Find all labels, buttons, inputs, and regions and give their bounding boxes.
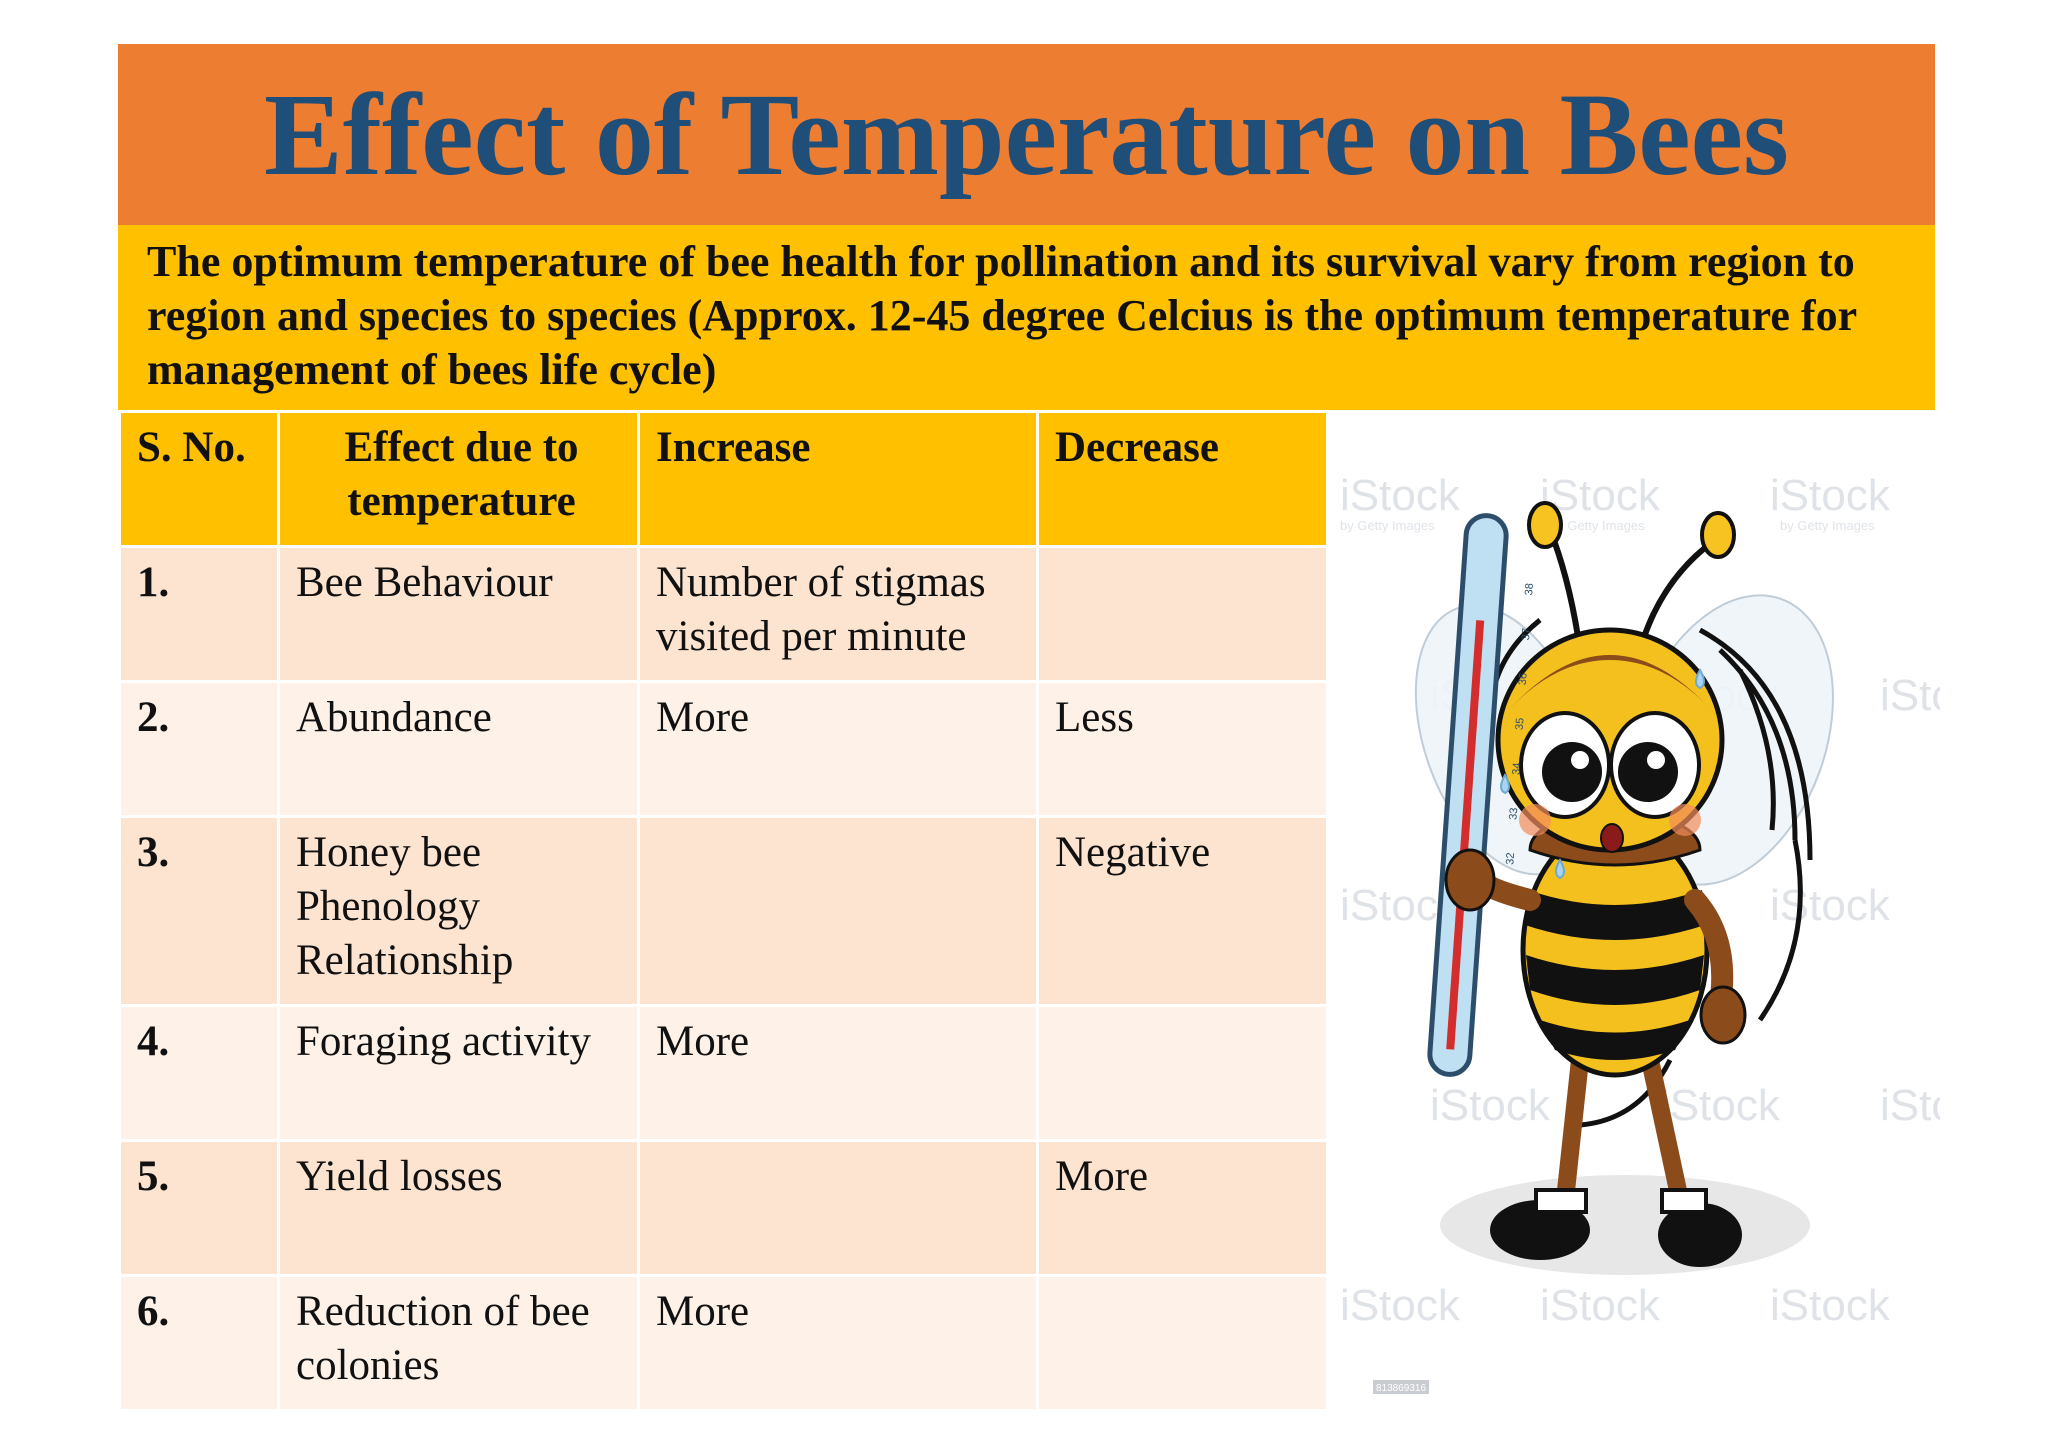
watermark-subtext: by Getty Images: [1780, 518, 1875, 533]
effects-table: S. No. Effect due to temperature Increas…: [118, 410, 1329, 1412]
cell-sno: 3.: [118, 815, 280, 1007]
watermark-text: iStock: [1430, 1081, 1551, 1130]
cell-effect: Honey bee Phenology Relationship: [277, 815, 640, 1007]
thermometer-tick: 36: [1517, 673, 1530, 686]
cell-effect: Yield losses: [277, 1139, 640, 1277]
cell-increase: More: [637, 680, 1039, 818]
cell-sno: 4.: [118, 1004, 280, 1142]
intro-text: The optimum temperature of bee health fo…: [147, 237, 1857, 394]
cell-decrease: Negative: [1036, 815, 1329, 1007]
stock-id: 813869316: [1376, 1383, 1426, 1394]
bee-head: [1495, 627, 1725, 853]
watermark-text: iStock: [1540, 1281, 1661, 1330]
page-title: Effect of Temperature on Bees: [264, 68, 1789, 200]
table-row: 1. Bee Behaviour Number of stigmas visit…: [118, 545, 1329, 683]
cell-increase: [637, 1139, 1039, 1277]
table-row: 4. Foraging activity More: [118, 1004, 1329, 1142]
header-decrease: Decrease: [1036, 410, 1329, 548]
cell-decrease: Less: [1036, 680, 1329, 818]
thermometer-tick: 37: [1520, 628, 1533, 641]
cell-decrease: [1036, 1274, 1329, 1412]
cell-sno: 1.: [118, 545, 280, 683]
header-increase: Increase: [637, 410, 1039, 548]
table-row: 6. Reduction of bee colonies More: [118, 1274, 1329, 1412]
watermark-text: iStock: [1340, 471, 1461, 520]
cell-increase: More: [637, 1274, 1039, 1412]
thermometer-icon: 32 33 34 35 36 37 38: [1427, 513, 1536, 1077]
thermometer-tick: 32: [1504, 852, 1517, 865]
cell-increase: More: [637, 1004, 1039, 1142]
bee-body: [1520, 822, 1710, 1078]
watermark-text: iStock: [1880, 671, 1940, 720]
watermark-text: iStock: [1660, 1081, 1781, 1130]
intro-band: The optimum temperature of bee health fo…: [118, 225, 1935, 410]
legs: [1490, 1058, 1742, 1267]
table-header-row: S. No. Effect due to temperature Increas…: [118, 410, 1329, 548]
cell-effect: Foraging activity: [277, 1004, 640, 1142]
thermometer-tick: 35: [1514, 717, 1527, 730]
cell-effect: Reduction of bee colonies: [277, 1274, 640, 1412]
cell-sno: 2.: [118, 680, 280, 818]
header-effect: Effect due to temperature: [277, 410, 640, 548]
thermometer-tick: 34: [1511, 762, 1524, 775]
cell-increase: [637, 815, 1039, 1007]
watermark-text: iStock: [1770, 881, 1891, 930]
watermark-text: iStock: [1880, 1081, 1940, 1130]
table-row: 5. Yield losses More: [118, 1139, 1329, 1277]
cell-decrease: [1036, 1004, 1329, 1142]
sweat-drops: [1500, 667, 1705, 880]
thermometer-tick: 33: [1507, 807, 1520, 820]
watermark-text: iStock: [1770, 1281, 1891, 1330]
watermark-text: iStock: [1540, 471, 1661, 520]
cell-sno: 6.: [118, 1274, 280, 1412]
bee-illustration-svg: iStock iStock iStock by Getty Images by …: [1340, 471, 2001, 1394]
bee-thermometer-illustration: iStock iStock iStock by Getty Images by …: [1340, 420, 2001, 1400]
watermark-text: iStock: [1340, 1281, 1461, 1330]
title-band: Effect of Temperature on Bees: [118, 44, 1935, 225]
header-sno: S. No.: [118, 410, 280, 548]
table-row: 2. Abundance More Less: [118, 680, 1329, 818]
cell-increase: Number of stigmas visited per minute: [637, 545, 1039, 683]
cell-decrease: More: [1036, 1139, 1329, 1277]
watermark-text: iStock: [1770, 471, 1891, 520]
watermark-subtext: by Getty Images: [1550, 518, 1645, 533]
thermometer-tick: 38: [1523, 583, 1536, 596]
stock-id-badge: [1373, 1380, 1429, 1394]
cell-effect: Abundance: [277, 680, 640, 818]
cell-effect: Bee Behaviour: [277, 545, 640, 683]
left-hand: [1444, 848, 1496, 912]
watermark-subtext: by Getty Images: [1340, 518, 1435, 533]
cell-sno: 5.: [118, 1139, 280, 1277]
right-hand: [1699, 985, 1747, 1045]
cell-decrease: [1036, 545, 1329, 683]
table-row: 3. Honey bee Phenology Relationship Nega…: [118, 815, 1329, 1007]
